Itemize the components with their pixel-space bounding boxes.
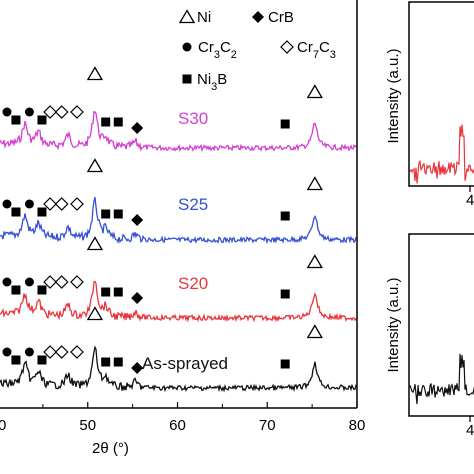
filled-circle-marker — [182, 42, 192, 52]
inset-top-frame — [408, 1, 474, 187]
open-triangle-marker — [306, 84, 323, 99]
inset-bottom-frame — [408, 233, 474, 417]
open-diamond-marker — [54, 275, 69, 289]
x-tick-label: 80 — [349, 417, 366, 434]
open-diamond-marker — [280, 40, 294, 54]
filled-circle-marker — [24, 199, 34, 209]
open-triangle-marker — [306, 324, 323, 339]
filled-diamond-marker — [131, 214, 144, 226]
filled-square-marker — [101, 357, 111, 367]
open-triangle-marker — [306, 176, 323, 191]
inset-top-y-axis-label: Intensity (a.u.) — [385, 48, 402, 143]
x-tick-label: 40 — [0, 417, 6, 434]
filled-circle-marker — [2, 277, 12, 287]
open-diamond-marker — [54, 105, 69, 119]
open-diamond-marker — [70, 197, 84, 211]
open-diamond-marker — [70, 275, 84, 289]
filled-square-marker — [11, 355, 21, 365]
x-ticks: 40 50 60 70 80 — [0, 402, 365, 434]
x-tick-label: 50 — [79, 417, 96, 434]
open-triangle-marker — [86, 158, 104, 173]
series-labels: S30 S25 S20 As-sprayed — [142, 109, 228, 373]
peak-marker-group — [2, 66, 323, 374]
filled-diamond-marker — [252, 11, 264, 23]
legend-label: CrB — [268, 9, 294, 26]
filled-circle-marker — [24, 277, 34, 287]
filled-square-marker — [37, 355, 47, 365]
filled-square-marker — [37, 115, 47, 125]
open-triangle-marker — [306, 254, 323, 269]
open-triangle-marker — [86, 306, 104, 321]
series-line-s20 — [0, 280, 358, 323]
series-label-s25: S25 — [178, 195, 208, 214]
legend: Ni CrB Cr3C2 Cr7C3 Ni3B — [178, 9, 336, 93]
filled-square-marker — [182, 74, 192, 84]
filled-square-marker — [280, 359, 290, 369]
open-diamond-marker — [54, 197, 69, 211]
inset-bottom-y-axis-label: Intensity (a.u.) — [385, 277, 402, 372]
filled-square-marker — [101, 209, 111, 219]
open-triangle-marker — [86, 236, 104, 251]
filled-diamond-marker — [131, 362, 144, 374]
open-diamond-marker — [70, 345, 84, 359]
filled-square-marker — [113, 287, 123, 297]
inset-top: Intensity (a.u.) 4 — [385, 1, 474, 209]
xrd-series-group — [0, 111, 358, 393]
open-diamond-marker — [43, 275, 57, 289]
series-label-as-sprayed: As-sprayed — [142, 354, 228, 373]
series-line-as-sprayed — [0, 345, 358, 393]
filled-square-marker — [113, 117, 123, 127]
series-line-s25 — [0, 196, 358, 245]
open-diamond-marker — [43, 197, 57, 211]
filled-square-marker — [37, 285, 47, 295]
inset-bottom: Intensity (a.u.) 4 — [385, 233, 474, 439]
filled-square-marker — [113, 209, 123, 219]
filled-diamond-marker — [131, 122, 144, 134]
filled-square-marker — [11, 115, 21, 125]
x-axis-label: 2θ (°) — [92, 440, 129, 457]
filled-square-marker — [11, 285, 21, 295]
legend-label: Ni3B — [197, 71, 227, 93]
inset-top-series — [409, 124, 474, 184]
open-triangle-marker — [178, 9, 196, 24]
open-triangle-marker — [86, 66, 104, 81]
series-label-s20: S20 — [178, 274, 208, 293]
inset-bottom-series — [409, 353, 474, 405]
filled-circle-marker — [24, 107, 34, 117]
filled-circle-marker — [24, 347, 34, 357]
open-diamond-marker — [70, 105, 84, 119]
x-tick-label: 60 — [169, 417, 186, 434]
inset-series-line — [409, 353, 474, 405]
open-diamond-marker — [54, 345, 69, 359]
series-label-s30: S30 — [178, 109, 208, 128]
filled-square-marker — [37, 207, 47, 217]
filled-square-marker — [280, 289, 290, 299]
inset-bottom-x-tick-label: 4 — [466, 422, 474, 439]
legend-label: Cr7C3 — [297, 39, 336, 61]
x-tick-label: 70 — [259, 417, 276, 434]
inset-series-line — [409, 124, 474, 184]
main-plot: 40 50 60 70 80 2θ (°) Ni CrB Cr3C2 Cr7C3 Ni3B S3… — [0, 0, 365, 457]
open-diamond-marker — [43, 345, 57, 359]
filled-circle-marker — [2, 199, 12, 209]
legend-label: Ni — [197, 9, 211, 26]
filled-square-marker — [101, 117, 111, 127]
filled-square-marker — [113, 357, 123, 367]
open-diamond-marker — [43, 105, 57, 119]
filled-diamond-marker — [131, 292, 144, 304]
legend-label: Cr3C2 — [198, 39, 237, 61]
filled-circle-marker — [2, 107, 12, 117]
filled-square-marker — [101, 287, 111, 297]
inset-top-x-tick-label: 4 — [466, 192, 474, 209]
filled-square-marker — [280, 119, 290, 129]
series-line-s30 — [0, 111, 358, 153]
filled-circle-marker — [2, 347, 12, 357]
filled-square-marker — [11, 207, 21, 217]
filled-square-marker — [280, 211, 290, 221]
